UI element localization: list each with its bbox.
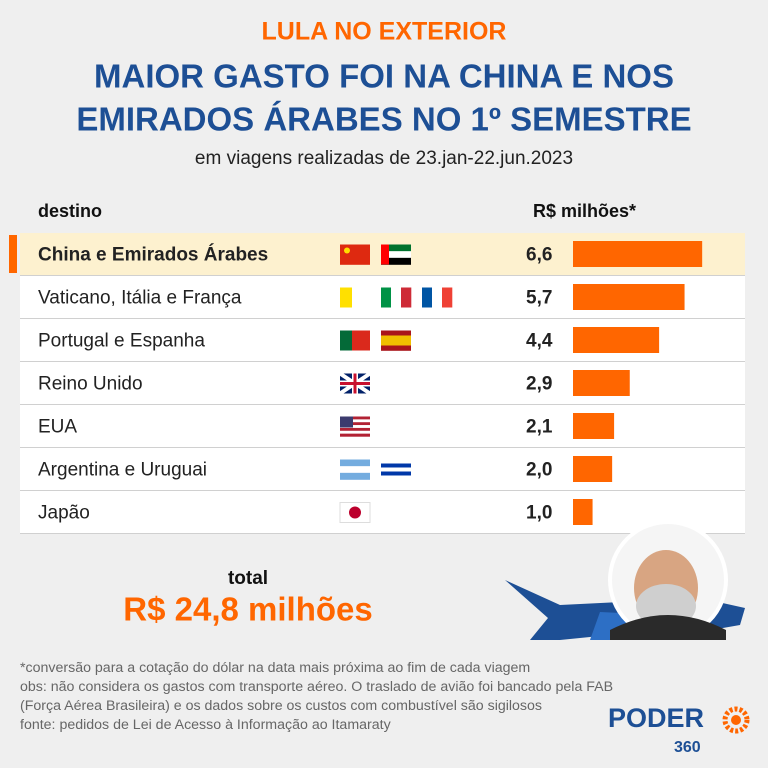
title-line: MAIOR GASTO FOI NA CHINA E NOS: [94, 58, 674, 95]
flag-part: [432, 287, 443, 308]
row-background: [20, 405, 745, 447]
flag-part: [340, 425, 370, 429]
flag-part: [340, 416, 353, 428]
row-background: [20, 491, 745, 533]
rows: China e Emirados Árabes 6,6 Vaticano, Itál…: [9, 233, 745, 534]
flag-part: [340, 466, 370, 474]
notes: *conversão para a cotação do dólar na da…: [20, 660, 613, 733]
flag-part: [381, 345, 411, 351]
value-label: 6,6: [526, 245, 552, 266]
flag: [340, 330, 370, 351]
flag-part: [340, 422, 370, 426]
bar: [573, 327, 660, 353]
note: obs: não considera os gastos com transpo…: [20, 679, 613, 695]
note: (Força Aérea Brasileira) e os dados sobr…: [20, 698, 542, 714]
flag-part: [422, 287, 433, 308]
category-label: Vaticano, Itália e França: [38, 288, 242, 309]
flag-part: [381, 251, 411, 259]
category-label: Japão: [38, 503, 90, 524]
flag-part: [381, 257, 411, 265]
flag-part: [340, 287, 352, 308]
bar: [573, 413, 615, 439]
category-label: EUA: [38, 417, 77, 438]
flag-part: [344, 247, 350, 254]
category-label: Argentina e Uruguai: [38, 460, 207, 481]
flag-part: [381, 467, 411, 472]
flag-part: [391, 287, 402, 308]
logo-sub: 360: [674, 739, 701, 756]
flag: [422, 287, 453, 308]
flag-part: [381, 335, 411, 341]
title-line: EMIRADOS ÁRABES NO 1º SEMESTRE: [76, 101, 691, 138]
photo: [608, 520, 728, 640]
flag: [338, 371, 372, 396]
value-label: 5,7: [526, 288, 552, 309]
value-label: 2,9: [526, 374, 552, 395]
value-label: 2,0: [526, 460, 552, 481]
flag-part: [352, 287, 370, 308]
flag-part: [442, 287, 453, 308]
flag: [340, 459, 370, 480]
value-label: 2,1: [526, 417, 553, 438]
bar: [573, 499, 593, 525]
flag-part: [340, 416, 370, 420]
flag: [381, 287, 412, 308]
flag-part: [381, 340, 411, 346]
bar: [573, 370, 630, 396]
subtitle: em viagens realizadas de 23.jan-22.jun.2…: [195, 148, 573, 169]
total: R$ 24,8 milhões: [123, 591, 372, 628]
flag-part: [340, 430, 370, 434]
logo: PODER 360: [608, 703, 750, 756]
bar: [573, 456, 613, 482]
flag: [381, 330, 411, 351]
category-header: destino: [38, 201, 102, 221]
flag-part: [401, 287, 412, 308]
flag: [340, 287, 370, 308]
bar: [573, 284, 685, 310]
flag-part: [381, 330, 411, 336]
category-label: Portugal e Espanha: [38, 331, 205, 352]
flag: [340, 244, 370, 265]
flag-part: [340, 330, 352, 351]
flag-part: [340, 373, 370, 394]
flag-part: [381, 244, 411, 252]
flag: [381, 244, 411, 265]
flag: [381, 459, 411, 480]
flag-part: [349, 506, 361, 519]
kicker: LULA NO EXTERIOR: [262, 18, 507, 46]
flag-part: [340, 244, 370, 265]
category-label: Reino Unido: [38, 374, 143, 395]
logo-text: PODER: [608, 703, 704, 733]
value-label: 1,0: [526, 503, 552, 524]
flag-part: [340, 459, 370, 467]
value-label: 4,4: [526, 331, 553, 352]
highlight-marker: [9, 235, 17, 273]
flag-part: [381, 459, 411, 464]
note: fonte: pedidos de Lei de Acesso à Inform…: [20, 717, 392, 733]
flag-part: [340, 433, 370, 437]
flag: [339, 502, 371, 523]
total-label: total: [228, 568, 268, 589]
flag-part: [340, 419, 370, 423]
flag-part: [340, 427, 370, 431]
flag-part: [381, 471, 411, 476]
value-header: R$ milhões*: [533, 201, 636, 221]
flag-part: [381, 475, 411, 480]
flag-part: [381, 463, 411, 468]
flag-part: [381, 287, 392, 308]
flag-part: [381, 244, 389, 265]
flag-part: [340, 472, 370, 480]
flag-part: [352, 330, 370, 351]
note: *conversão para a cotação do dólar na da…: [20, 660, 530, 676]
bar: [573, 241, 703, 267]
flag: [340, 416, 370, 437]
category-label: China e Emirados Árabes: [38, 244, 268, 266]
